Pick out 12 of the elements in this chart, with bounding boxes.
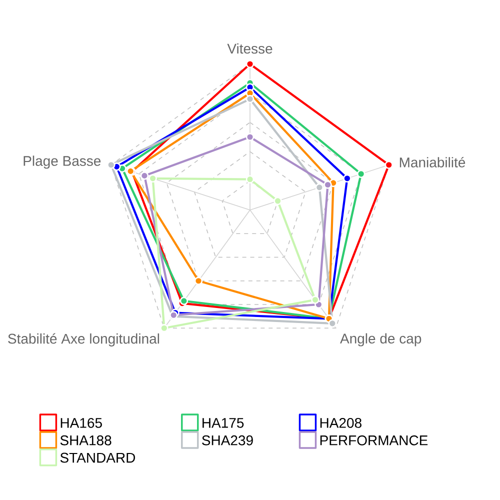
legend-label: HA175 <box>202 418 244 428</box>
legend-label: SHA239 <box>202 435 253 446</box>
spoke-label: Stabilité Axe longitudinal <box>8 333 160 346</box>
legend-label: HA165 <box>60 418 102 428</box>
spoke-label: Angle de cap <box>340 333 422 346</box>
legend-label: HA208 <box>320 418 362 428</box>
spoke-label: Plage Basse <box>24 156 101 169</box>
legend-label: SHA188 <box>60 435 112 446</box>
spoke-label: Vitesse <box>227 43 272 54</box>
legend-label: PERFORMANCE <box>320 435 428 446</box>
legend-label: STANDARD <box>60 452 136 463</box>
spoke-label: Maniabilité <box>400 156 466 168</box>
